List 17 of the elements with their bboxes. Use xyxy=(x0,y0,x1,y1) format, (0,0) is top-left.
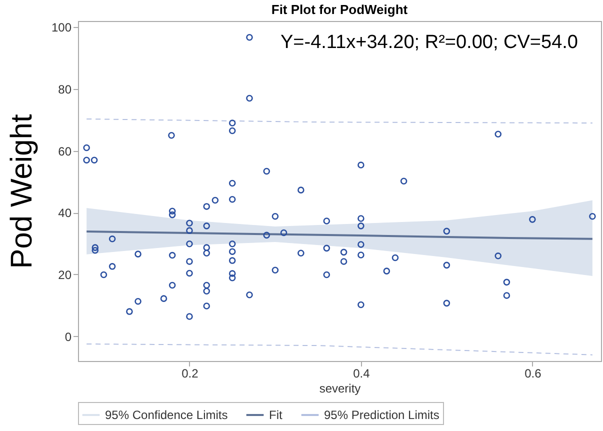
legend-label: 95% Prediction Limits xyxy=(324,408,440,422)
y-axis-title: Pod Weight xyxy=(5,114,38,269)
y-tick-label: 40 xyxy=(58,206,72,220)
annotation: Y=-4.11x+34.20; R²=0.00; CV=54.0 xyxy=(280,32,578,53)
y-tick-label: 100 xyxy=(51,20,72,35)
line-series xyxy=(86,230,594,240)
x-tick-label: 0.6 xyxy=(524,366,542,380)
x-tick-label: 0.2 xyxy=(182,366,199,380)
x-tick-label: 0.4 xyxy=(353,366,370,380)
y-tick-label: 80 xyxy=(58,82,72,96)
legend-label: Fit xyxy=(269,408,283,422)
legend-label: 95% Confidence Limits xyxy=(105,408,228,422)
y-tick-label: 20 xyxy=(58,268,72,282)
chart-title: Fit Plot for PodWeight xyxy=(271,2,408,17)
y-tick-label: 0 xyxy=(64,330,72,344)
y-tick-label: 60 xyxy=(58,144,72,158)
x-axis-title: severity xyxy=(319,382,361,396)
